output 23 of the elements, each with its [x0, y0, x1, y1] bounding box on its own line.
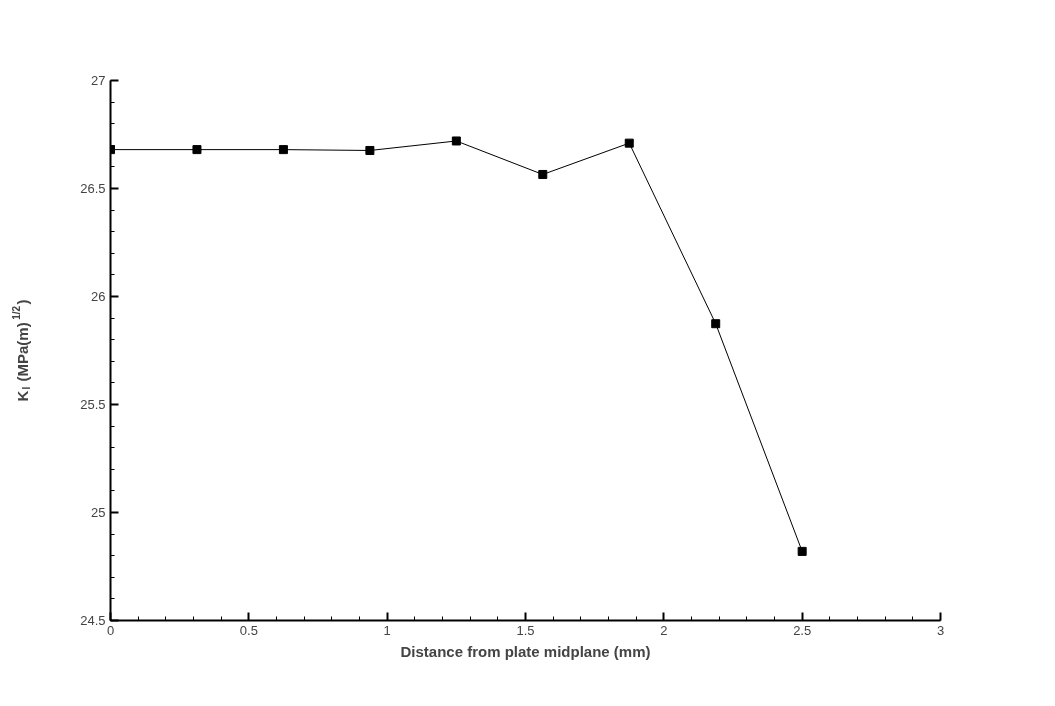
y-tick-label: 24.5: [80, 613, 106, 628]
y-tick-label: 27: [91, 73, 106, 88]
point: [538, 169, 548, 179]
point: [451, 136, 461, 146]
y-tick-label: 26: [91, 289, 106, 304]
x-tick-label: 0.5: [239, 622, 258, 638]
y-tick-label: 26.5: [80, 181, 106, 196]
x-tick-label: 2: [660, 622, 668, 638]
x-axis-title: Distance from plate midplane (mm): [400, 642, 651, 660]
point: [711, 319, 721, 329]
x-tick-label: 2.5: [793, 622, 812, 638]
x-tick-label: 0: [106, 622, 115, 638]
x-tick-label: 3: [936, 622, 945, 638]
y-axis-title: KI (MPa(m)1/2): [11, 299, 32, 402]
point: [624, 138, 634, 148]
point: [365, 145, 375, 155]
y-tick-label: 25: [91, 505, 106, 520]
x-tick-label: 1.5: [516, 622, 535, 638]
y-tick-label: 25.5: [80, 397, 106, 412]
x-tick-label: 1: [383, 622, 391, 638]
point: [278, 145, 288, 155]
point: [797, 546, 807, 556]
point: [192, 145, 202, 155]
